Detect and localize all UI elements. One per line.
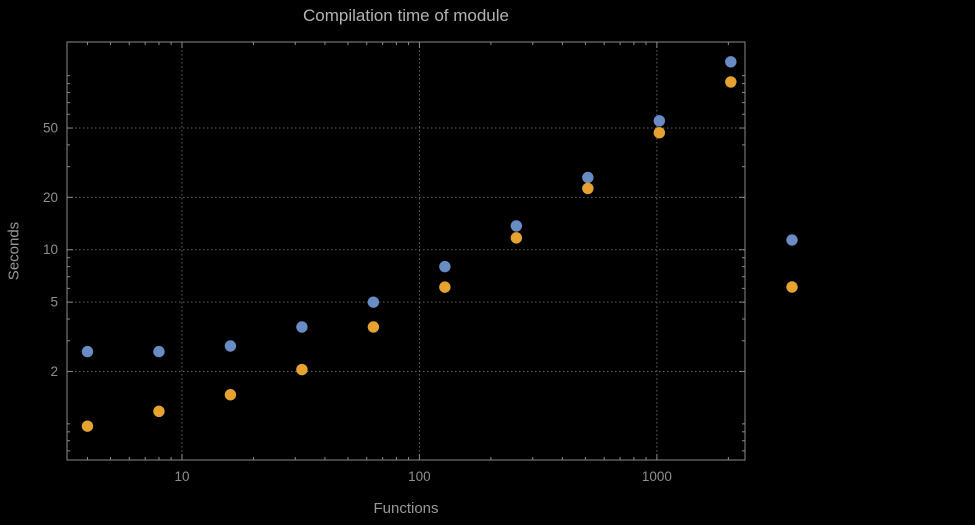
y-tick-label: 2 [50, 364, 58, 379]
data-point-series-2-orange [439, 281, 451, 293]
data-point-series-1-blue [725, 56, 737, 68]
legend-marker-series-2-orange [786, 281, 798, 293]
x-axis-label: Functions [373, 500, 439, 517]
y-tick-label: 50 [43, 121, 58, 136]
chart-title: Compilation time of module [303, 6, 509, 25]
data-point-series-1-blue [439, 260, 451, 273]
data-point-series-2-orange [153, 405, 165, 418]
data-point-series-2-orange [296, 363, 308, 376]
data-point-series-1-blue [296, 321, 308, 333]
data-point-series-1-blue [367, 296, 380, 308]
data-point-series-1-blue [582, 171, 594, 184]
data-point-series-2-orange [653, 127, 666, 139]
x-tick-label: 1000 [642, 469, 672, 484]
data-point-series-2-orange [582, 182, 594, 195]
plot-frame [66, 41, 746, 461]
legend-marker-series-1-blue [786, 234, 798, 246]
data-point-series-1-blue [153, 345, 165, 358]
y-tick-label: 5 [50, 295, 58, 310]
x-tick-label: 100 [408, 469, 431, 484]
data-point-series-1-blue [510, 220, 523, 232]
data-point-series-2-orange [510, 232, 523, 244]
data-point-series-1-blue [224, 340, 237, 352]
y-tick-label: 10 [43, 242, 58, 257]
data-point-series-2-orange [367, 321, 380, 333]
data-point-series-2-orange [725, 76, 737, 88]
y-tick-label: 20 [43, 190, 58, 205]
data-point-series-2-orange [224, 389, 237, 401]
data-point-series-1-blue [653, 115, 666, 127]
data-point-series-1-blue [81, 345, 94, 358]
data-point-series-2-orange [81, 420, 94, 432]
x-tick-label: 10 [174, 469, 189, 484]
